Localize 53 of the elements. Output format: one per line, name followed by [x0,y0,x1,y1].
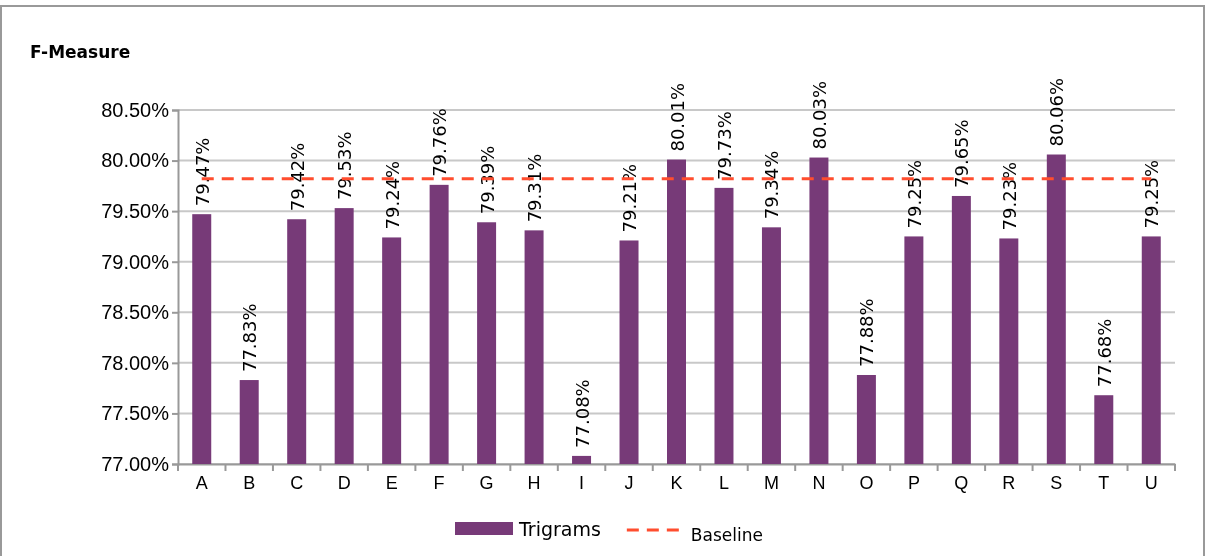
data-label: 80.03% [808,80,830,150]
legend-label: Trigrams [518,518,601,540]
x-tick-label: P [907,472,920,493]
legend-label: Baseline [690,525,763,545]
y-tick-label: 80.50% [101,98,170,121]
data-label: 79.31% [524,153,546,223]
data-label: 80.01% [666,82,688,152]
data-label: 79.65% [951,119,973,188]
y-tick-label: 78.50% [101,301,170,324]
x-tick-label: T [1098,472,1110,493]
x-tick-label: R [1002,472,1016,493]
data-label: 79.25% [903,159,925,229]
data-label: 79.53% [334,131,356,201]
x-tick-label: H [527,472,541,493]
data-label: 79.39% [476,145,498,215]
x-tick-label: G [479,472,494,493]
x-tick-label: O [859,472,874,493]
x-tick-label: U [1144,472,1158,493]
data-label: 77.68% [1093,318,1115,388]
x-tick-label: L [718,472,729,493]
y-tick-label: 78.00% [101,351,170,374]
x-tick-label: S [1050,472,1063,493]
data-label: 77.88% [856,298,878,367]
x-tick-label: F [433,472,445,493]
y-tick-label: 80.00% [101,149,170,172]
x-tick-label: E [385,472,398,493]
y-tick-label: 79.00% [101,250,170,273]
x-tick-label: N [812,472,826,493]
x-tick-label: C [290,472,304,493]
data-label: 79.21% [619,163,641,233]
y-tick-label: 79.50% [101,200,170,223]
y-axis-title: F-Measure [30,42,131,62]
y-tick-label: 77.50% [101,402,170,425]
data-label: 79.34% [761,150,783,220]
x-tick-label: I [579,472,585,493]
x-tick-label: A [195,472,208,493]
x-tick-label: M [763,472,779,493]
x-tick-label: J [624,472,634,493]
data-label: 79.73% [713,111,735,180]
data-label: 79.25% [1141,159,1163,229]
x-tick-label: D [337,472,351,493]
x-tick-label: K [670,472,683,493]
data-label: 79.76% [429,108,451,177]
y-tick-label: 77.00% [101,452,170,475]
data-label: 79.23% [998,161,1020,231]
data-label: 77.83% [239,303,261,373]
data-label: 79.24% [381,160,403,230]
data-label: 77.08% [571,379,593,448]
x-tick-label: Q [954,472,969,493]
data-label: 79.42% [286,142,308,212]
data-label: 80.06% [1046,77,1068,147]
data-label: 79.47% [191,137,213,207]
x-tick-label: B [243,472,256,493]
